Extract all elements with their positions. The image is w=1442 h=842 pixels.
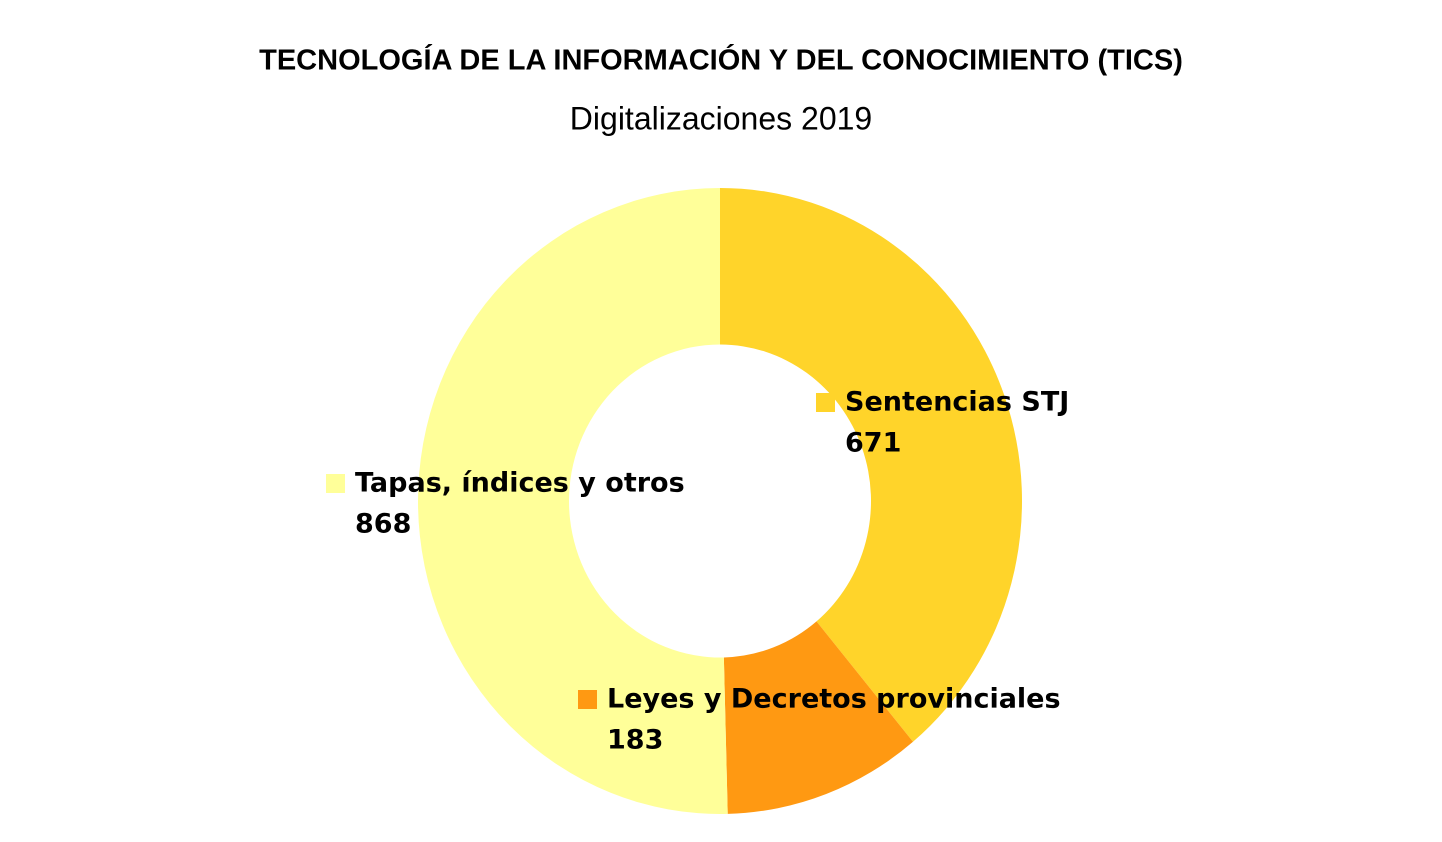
- slice-value: 868: [355, 509, 411, 540]
- legend-key: [326, 474, 345, 493]
- slice-label: Leyes y Decretos provinciales: [607, 684, 1061, 715]
- slice-label: Sentencias STJ: [845, 387, 1069, 418]
- chart-subtitle: Digitalizaciones 2019: [570, 100, 872, 136]
- donut-slice: [720, 188, 1022, 742]
- donut-slice: [417, 187, 728, 814]
- slice-label: Tapas, índices y otros: [355, 468, 685, 499]
- slice-value: 183: [607, 725, 663, 756]
- slice-value: 671: [845, 428, 901, 459]
- donut-slice: [723, 621, 913, 814]
- legend-key: [578, 690, 597, 709]
- legend-key: [816, 393, 835, 412]
- chart-title: TECNOLOGÍA DE LA INFORMACIÓN Y DEL CONOC…: [259, 43, 1183, 77]
